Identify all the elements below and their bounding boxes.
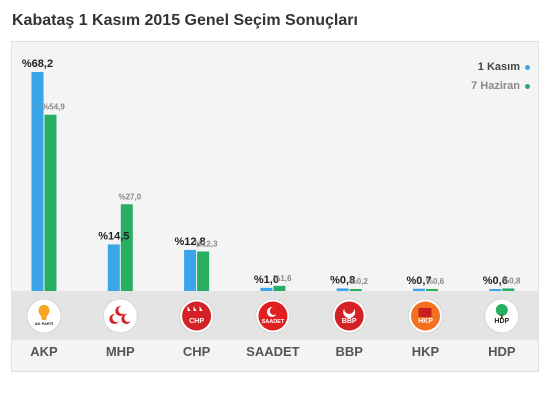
bar-current-hdp xyxy=(489,289,502,291)
flag-shape xyxy=(418,308,432,317)
legend-dot-current xyxy=(525,64,530,70)
legend-dot-previous xyxy=(525,83,530,89)
value-label-previous-bbp: %0,2 xyxy=(350,277,369,286)
arrows-icon xyxy=(182,301,212,331)
value-label-current-mhp: %14,5 xyxy=(98,230,129,242)
chart-title: Kabataş 1 Kasım 2015 Genel Seçim Sonuçla… xyxy=(12,12,358,29)
party-name-mhp: MHP xyxy=(106,344,135,359)
value-label-previous-saadet: %1,6 xyxy=(273,274,292,283)
legend-item-current: 1 Kasım xyxy=(471,58,530,77)
logo-text-saadet: SAADET xyxy=(262,319,285,325)
bulb-shape xyxy=(38,305,50,320)
value-label-current-hdp: %0,6 xyxy=(483,275,508,287)
value-label-previous-hkp: %0,6 xyxy=(426,277,445,286)
bar-previous-saadet xyxy=(273,285,286,291)
value-label-previous-mhp: %27,0 xyxy=(118,192,141,201)
value-label-previous-chp: %12,3 xyxy=(195,240,218,249)
moon-cut xyxy=(344,304,355,314)
value-label-current-akp: %68,2 xyxy=(22,58,53,70)
bar-previous-hkp xyxy=(426,289,438,291)
crescent-cut-0 xyxy=(112,314,121,322)
bar-current-chp xyxy=(184,249,197,291)
value-label-current-saadet: %1,0 xyxy=(254,274,279,286)
logo-text-hkp: HKP xyxy=(418,318,433,325)
party-logo-bbp: BBP xyxy=(331,298,367,334)
value-label-previous-akp: %54,9 xyxy=(42,103,65,112)
party-logo-hdp: HDP xyxy=(484,298,520,334)
bar-previous-akp xyxy=(44,114,57,291)
logo-text-chp: CHP xyxy=(189,318,204,325)
value-label-current-hkp: %0,7 xyxy=(406,275,431,287)
logo-text-bbp: BBP xyxy=(342,318,357,325)
party-name-saadet: SAADET xyxy=(246,344,300,359)
party-name-hdp: HDP xyxy=(488,344,516,359)
bar-current-hkp xyxy=(413,288,425,291)
crescent-cut-1 xyxy=(118,306,127,314)
bar-previous-bbp xyxy=(349,289,362,291)
arrow-0 xyxy=(187,306,191,311)
legend-item-previous: 7 Haziran xyxy=(471,77,530,96)
moon-cut xyxy=(269,307,278,315)
party-logo-chp: CHP xyxy=(179,298,215,334)
party-name-akp: AKP xyxy=(30,344,58,359)
logo-text-akp: AK PARTİ xyxy=(35,321,54,326)
bar-current-mhp xyxy=(107,244,120,291)
arrow-1 xyxy=(193,306,197,311)
tree-trunk xyxy=(500,314,503,319)
bar-current-bbp xyxy=(336,288,349,291)
party-name-hkp: HKP xyxy=(412,344,440,359)
legend-label-previous: 7 Haziran xyxy=(471,80,520,92)
value-label-current-chp: %12,8 xyxy=(174,236,205,248)
party-logo-hkp: HKP xyxy=(408,298,443,334)
party-logo-akp: AK PARTİ xyxy=(26,298,62,334)
bar-previous-chp xyxy=(197,251,210,291)
crescent-cut-2 xyxy=(124,314,133,322)
value-label-previous-hdp: %0,8 xyxy=(502,276,521,285)
bar-previous-hdp xyxy=(502,288,515,291)
party-logo-mhp xyxy=(102,298,138,334)
legend-label-current: 1 Kasım xyxy=(477,61,520,73)
bar-current-akp xyxy=(31,72,44,291)
party-name-chp: CHP xyxy=(183,344,211,359)
bar-previous-mhp xyxy=(120,204,133,291)
chart-legend: 1 Kasım 7 Haziran xyxy=(471,58,530,96)
value-label-current-bbp: %0,8 xyxy=(330,274,355,286)
bar-current-saadet xyxy=(260,287,273,291)
party-name-bbp: BBP xyxy=(335,344,363,359)
logo-text-hdp: HDP xyxy=(494,318,509,325)
arrow-2 xyxy=(199,306,203,311)
party-logo-saadet: SAADET xyxy=(255,298,291,334)
tree-crown xyxy=(495,304,508,316)
